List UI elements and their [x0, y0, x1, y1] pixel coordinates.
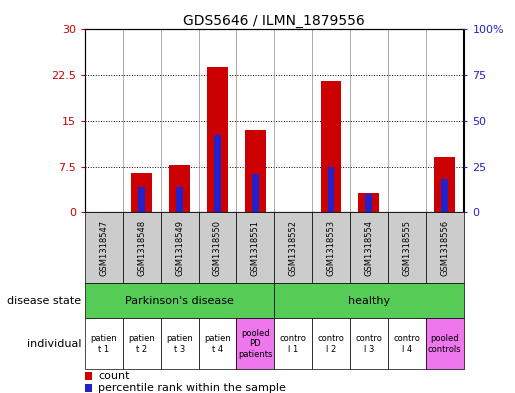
Bar [131, 173, 152, 212]
Bar [123, 212, 161, 283]
Bar [85, 318, 123, 369]
Text: patien
t 2: patien t 2 [128, 334, 155, 354]
Text: pooled
PD
patients: pooled PD patients [238, 329, 272, 359]
Bar [85, 283, 274, 318]
Bar [350, 318, 388, 369]
Bar [85, 384, 92, 392]
Bar [236, 318, 274, 369]
Bar [161, 212, 199, 283]
Bar [161, 318, 199, 369]
Text: count: count [98, 371, 130, 381]
Bar [425, 212, 464, 283]
Bar [366, 194, 372, 212]
Text: percentile rank within the sample: percentile rank within the sample [98, 383, 286, 393]
Text: patien
t 4: patien t 4 [204, 334, 231, 354]
Text: patien
t 1: patien t 1 [91, 334, 117, 354]
Bar [245, 130, 266, 212]
Text: individual: individual [27, 339, 81, 349]
Bar [321, 81, 341, 212]
Text: GSM1318552: GSM1318552 [289, 220, 298, 275]
Bar [85, 212, 123, 283]
Text: GSM1318554: GSM1318554 [365, 220, 373, 275]
Bar [358, 193, 379, 212]
Bar [207, 67, 228, 212]
Bar [425, 318, 464, 369]
Bar [274, 318, 312, 369]
Text: GSM1318556: GSM1318556 [440, 220, 449, 275]
Bar [139, 187, 145, 212]
Bar [274, 283, 464, 318]
Text: disease state: disease state [7, 296, 81, 306]
Text: healthy: healthy [348, 296, 390, 306]
Text: pooled
controls: pooled controls [428, 334, 461, 354]
Bar [199, 318, 236, 369]
Bar [214, 136, 221, 212]
Bar [85, 372, 92, 380]
Title: GDS5646 / ILMN_1879556: GDS5646 / ILMN_1879556 [183, 15, 365, 28]
Text: patien
t 3: patien t 3 [166, 334, 193, 354]
Bar [199, 212, 236, 283]
Bar [236, 212, 274, 283]
Bar [388, 318, 425, 369]
Text: contro
l 2: contro l 2 [318, 334, 345, 354]
Bar [328, 167, 334, 212]
Text: Parkinson's disease: Parkinson's disease [125, 296, 234, 306]
Text: GSM1318548: GSM1318548 [138, 220, 146, 275]
Text: GSM1318550: GSM1318550 [213, 220, 222, 275]
Text: GSM1318549: GSM1318549 [175, 220, 184, 275]
Bar [350, 212, 388, 283]
Bar [274, 212, 312, 283]
Bar [441, 179, 448, 212]
Bar [169, 165, 190, 212]
Text: GSM1318551: GSM1318551 [251, 220, 260, 275]
Text: contro
l 3: contro l 3 [355, 334, 382, 354]
Bar [176, 187, 183, 212]
Text: contro
l 4: contro l 4 [393, 334, 420, 354]
Bar [388, 212, 425, 283]
Text: contro
l 1: contro l 1 [280, 334, 306, 354]
Text: GSM1318555: GSM1318555 [402, 220, 411, 275]
Text: GSM1318553: GSM1318553 [327, 220, 335, 275]
Bar [434, 157, 455, 212]
Bar [123, 318, 161, 369]
Text: GSM1318547: GSM1318547 [99, 220, 108, 275]
Bar [252, 174, 259, 212]
Bar [312, 212, 350, 283]
Bar [312, 318, 350, 369]
